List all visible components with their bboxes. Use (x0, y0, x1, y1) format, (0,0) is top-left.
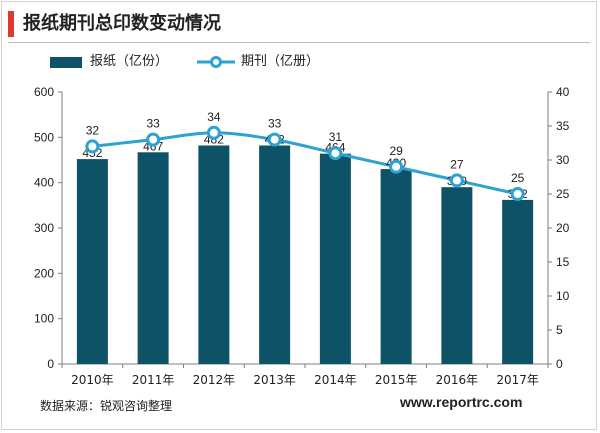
right-tick-label: 20 (556, 221, 570, 235)
line-point (328, 146, 343, 161)
right-tick-label: 30 (556, 153, 570, 167)
bar (198, 145, 230, 364)
line-point (85, 139, 100, 154)
legend-line-label: 期刊（亿册） (241, 54, 320, 69)
chart-title: 报纸期刊总印数变动情况 (23, 13, 221, 34)
bar (441, 187, 473, 364)
legend-item-bar: 报纸（亿份） (50, 52, 190, 72)
left-tick-label: 300 (34, 221, 54, 235)
legend: 报纸（亿份） 期刊（亿册） (50, 52, 470, 72)
right-tick-label: 25 (556, 187, 570, 201)
left-tick-label: 100 (34, 312, 54, 326)
x-tick-label: 2014年 (314, 373, 357, 387)
line-point (206, 125, 221, 140)
line-value-label: 27 (450, 157, 464, 171)
legend-bar-swatch (50, 57, 82, 68)
x-tick-label: 2012年 (193, 373, 236, 387)
line-value-label: 34 (207, 110, 221, 124)
right-tick-label: 5 (556, 323, 563, 337)
x-tick-label: 2010年 (71, 373, 114, 387)
line-value-label: 25 (511, 171, 525, 185)
title-accent-bar (8, 11, 14, 37)
x-tick-label: 2017年 (496, 373, 539, 387)
x-tick-label: 2013年 (253, 373, 296, 387)
right-tick-label: 10 (556, 289, 570, 303)
source-note: 数据来源：锐观咨询整理 (40, 399, 173, 413)
left-tick-label: 200 (34, 266, 54, 280)
legend-bar-label: 报纸（亿份） (90, 54, 169, 69)
left-tick-label: 400 (34, 176, 54, 190)
website-label: www.reportrc.com (400, 394, 523, 410)
bar (137, 152, 169, 364)
bar (502, 199, 534, 364)
right-tick-label: 40 (556, 85, 570, 99)
bar (319, 153, 351, 364)
legend-line-swatch (197, 56, 235, 68)
right-tick-label: 35 (556, 119, 570, 133)
left-tick-label: 0 (47, 357, 54, 371)
bar (380, 169, 412, 364)
left-tick-label: 600 (34, 85, 54, 99)
line-value-label: 33 (146, 117, 160, 131)
line-point (267, 132, 282, 147)
line-point (146, 132, 161, 147)
bar (259, 145, 291, 364)
right-tick-label: 15 (556, 255, 570, 269)
x-tick-label: 2016年 (436, 373, 479, 387)
x-tick-label: 2015年 (375, 373, 418, 387)
left-tick-label: 500 (34, 130, 54, 144)
line-value-label: 29 (389, 144, 403, 158)
line-point (389, 159, 404, 174)
right-tick-label: 0 (556, 357, 563, 371)
line-value-label: 33 (268, 117, 282, 131)
title-divider (8, 42, 590, 43)
line-point (449, 173, 464, 188)
x-tick-label: 2011年 (132, 373, 175, 387)
line-value-label: 31 (329, 130, 343, 144)
line-point (510, 187, 525, 201)
line-value-label: 32 (86, 123, 100, 137)
legend-item-line: 期刊（亿册） (197, 52, 357, 72)
bar (76, 159, 108, 364)
